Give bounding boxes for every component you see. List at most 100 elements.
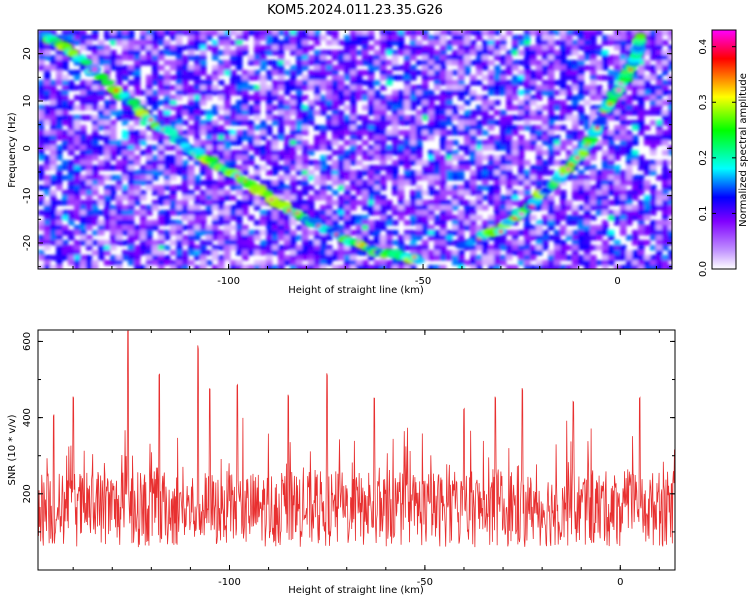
heatmap-cell bbox=[242, 70, 249, 76]
heatmap-cell bbox=[164, 215, 171, 221]
heatmap-cell bbox=[278, 195, 285, 201]
heatmap-cell bbox=[194, 85, 201, 91]
heatmap-cell bbox=[368, 125, 375, 131]
heatmap-cell bbox=[650, 260, 657, 266]
heatmap-cell bbox=[620, 35, 627, 41]
heatmap-cell bbox=[164, 115, 171, 121]
heatmap-cell bbox=[134, 210, 141, 216]
heatmap-cell bbox=[572, 210, 579, 216]
heatmap-cell bbox=[104, 215, 111, 221]
heatmap-cell bbox=[38, 80, 45, 86]
heatmap-cell bbox=[68, 135, 75, 141]
heatmap-cell bbox=[320, 55, 327, 61]
heatmap-cell bbox=[260, 230, 267, 236]
heatmap-cell bbox=[506, 175, 513, 181]
heatmap-cell bbox=[356, 220, 363, 226]
heatmap-cell bbox=[56, 245, 63, 251]
heatmap-cell bbox=[470, 40, 477, 46]
heatmap-cell bbox=[128, 90, 135, 96]
heatmap-cell bbox=[404, 60, 411, 66]
heatmap-cell bbox=[464, 210, 471, 216]
heatmap-cell bbox=[470, 50, 477, 56]
heatmap-cell bbox=[662, 55, 669, 61]
heatmap-cell bbox=[530, 250, 537, 256]
heatmap-cell bbox=[506, 160, 513, 166]
heatmap-cell bbox=[314, 110, 321, 116]
heatmap-cell bbox=[56, 225, 63, 231]
heatmap-cell bbox=[200, 95, 207, 101]
heatmap-cell bbox=[62, 95, 69, 101]
heatmap-cell bbox=[398, 65, 405, 71]
heatmap-cell bbox=[284, 60, 291, 66]
heatmap-cell bbox=[428, 255, 435, 261]
heatmap-cell bbox=[320, 110, 327, 116]
heatmap-cell bbox=[206, 180, 213, 186]
heatmap-cell bbox=[44, 235, 51, 241]
heatmap-cell bbox=[254, 230, 261, 236]
heatmap-cell bbox=[98, 250, 105, 256]
heatmap-cell bbox=[80, 115, 87, 121]
heatmap-cell bbox=[50, 145, 57, 151]
heatmap-cell bbox=[590, 65, 597, 71]
heatmap-streak-peak bbox=[498, 229, 504, 234]
heatmap-cell bbox=[50, 135, 57, 141]
heatmap-cell bbox=[404, 170, 411, 176]
heatmap-cell bbox=[530, 75, 537, 81]
heatmap-cell bbox=[140, 225, 147, 231]
heatmap-cell bbox=[254, 150, 261, 156]
heatmap-cell bbox=[494, 205, 501, 211]
heatmap-cell bbox=[590, 195, 597, 201]
heatmap-cell bbox=[104, 100, 111, 106]
heatmap-cell bbox=[242, 235, 249, 241]
heatmap-cell bbox=[200, 195, 207, 201]
heatmap-cell bbox=[368, 70, 375, 76]
heatmap-cell bbox=[236, 45, 243, 51]
heatmap-cell bbox=[80, 155, 87, 161]
heatmap-cell bbox=[410, 245, 417, 251]
heatmap-cell bbox=[290, 125, 297, 131]
heatmap-cell bbox=[584, 250, 591, 256]
heatmap-cell bbox=[350, 145, 357, 151]
heatmap-cell bbox=[338, 200, 345, 206]
heatmap-cell bbox=[524, 220, 531, 226]
heatmap-cell bbox=[404, 45, 411, 51]
heatmap-cell bbox=[44, 45, 51, 51]
heatmap-cell bbox=[170, 35, 177, 41]
heatmap-cell bbox=[506, 140, 513, 146]
heatmap-cell bbox=[38, 135, 45, 141]
heatmap-cell bbox=[566, 265, 573, 269]
heatmap-cell bbox=[662, 245, 669, 251]
heatmap-cell bbox=[584, 190, 591, 196]
heatmap-cell bbox=[74, 215, 81, 221]
heatmap-cell bbox=[560, 70, 567, 76]
heatmap-cell bbox=[224, 70, 231, 76]
heatmap-cell bbox=[188, 245, 195, 251]
heatmap-cell bbox=[650, 150, 657, 156]
heatmap-cell bbox=[308, 35, 315, 41]
heatmap-cell bbox=[236, 245, 243, 251]
heatmap-cell bbox=[368, 100, 375, 106]
heatmap-cell bbox=[134, 255, 141, 261]
heatmap-cell bbox=[56, 215, 63, 221]
heatmap-cell bbox=[554, 160, 561, 166]
heatmap-cell bbox=[230, 110, 237, 116]
heatmap-cell bbox=[266, 250, 273, 256]
heatmap-cell bbox=[380, 215, 387, 221]
heatmap-cell bbox=[152, 135, 159, 141]
heatmap-cell bbox=[482, 250, 489, 256]
heatmap-cell bbox=[302, 250, 309, 256]
heatmap-cell bbox=[572, 125, 579, 131]
heatmap-cell bbox=[554, 140, 561, 146]
heatmap-cell bbox=[578, 215, 585, 221]
heatmap-cell bbox=[290, 235, 297, 241]
heatmap-cell bbox=[332, 210, 339, 216]
heatmap-cell bbox=[326, 165, 333, 171]
heatmap-cell bbox=[620, 215, 627, 221]
heatmap-cell bbox=[446, 45, 453, 51]
heatmap-cell bbox=[224, 140, 231, 146]
heatmap-cell bbox=[296, 260, 303, 266]
heatmap-streak-blob bbox=[412, 257, 425, 265]
heatmap-cell bbox=[320, 235, 327, 241]
heatmap-cell bbox=[38, 110, 45, 116]
heatmap-cell bbox=[332, 105, 339, 111]
